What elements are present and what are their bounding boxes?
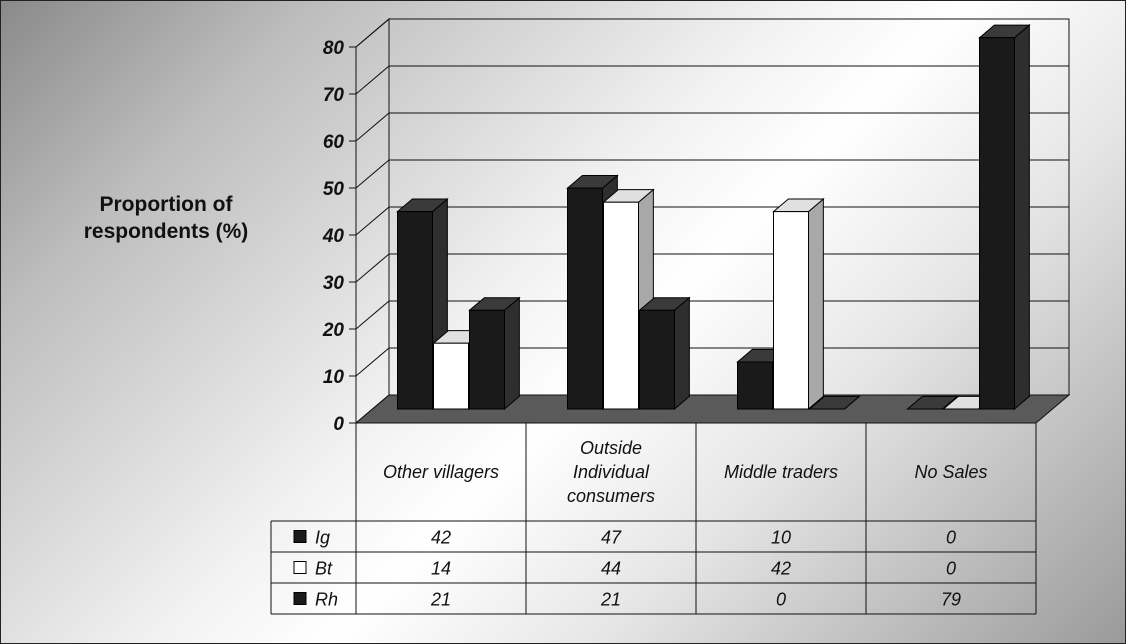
bar-front <box>397 211 433 410</box>
y-tick-label: 60 <box>323 132 345 153</box>
x-category-label: Individual <box>573 462 650 482</box>
y-tick-label: 70 <box>323 85 345 106</box>
table-cell-value: 0 <box>776 590 786 610</box>
y-tick-label: 80 <box>323 38 345 59</box>
table-cell-value: 0 <box>946 528 956 548</box>
gridline-side <box>355 112 390 142</box>
gridline-side <box>355 206 390 236</box>
y-axis-label: Proportion of respondents (%) <box>41 191 291 245</box>
legend-swatch <box>293 561 307 574</box>
bar-front <box>603 201 639 410</box>
bar-front <box>639 309 675 410</box>
bar <box>906 395 959 410</box>
table-cell-value: 79 <box>941 590 961 610</box>
y-axis-label-line-2: respondents (%) <box>83 220 249 243</box>
bar <box>808 395 861 410</box>
gridline-side <box>355 18 390 48</box>
x-category-label: Outside <box>580 438 642 458</box>
bar-front <box>773 211 809 410</box>
x-category-label: Middle traders <box>724 462 838 482</box>
bar-top <box>808 395 861 410</box>
bar <box>978 24 1031 411</box>
x-category-label: No Sales <box>914 462 987 482</box>
bar <box>772 197 825 411</box>
table-cell-value: 10 <box>771 528 791 548</box>
table-cell-value: 42 <box>771 559 791 579</box>
bar <box>638 296 691 411</box>
y-tick-label: 20 <box>322 320 345 341</box>
bar-front <box>469 309 505 410</box>
bar-front <box>737 361 773 410</box>
y-tick-label: 10 <box>323 367 345 388</box>
table-cell-value: 44 <box>601 559 621 579</box>
gridline-side <box>355 159 390 189</box>
bar-side <box>674 296 690 411</box>
table-cell-value: 14 <box>431 559 451 579</box>
legend-label: Rh <box>315 590 338 610</box>
bar-side <box>1014 24 1030 411</box>
table-cell-value: 42 <box>431 528 451 548</box>
bar-front <box>433 342 469 410</box>
legend-swatch <box>293 592 307 605</box>
x-category-label: Other villagers <box>383 462 499 482</box>
legend-label: Bt <box>315 559 333 579</box>
bar-front <box>567 187 603 410</box>
bar-top <box>906 395 959 410</box>
table-cell-value: 47 <box>601 528 622 548</box>
legend-label: Ig <box>315 528 330 548</box>
y-tick-label: 0 <box>333 414 344 435</box>
floor <box>354 394 1071 424</box>
table-cell-value: 21 <box>430 590 451 610</box>
y-tick-label: 30 <box>323 273 345 294</box>
bar-side <box>504 296 520 411</box>
x-category-label: consumers <box>567 486 655 506</box>
gridline-side <box>355 347 390 377</box>
y-tick-label: 40 <box>322 226 345 247</box>
table-cell-value: 21 <box>600 590 621 610</box>
y-tick-label: 50 <box>323 179 345 200</box>
bar-front <box>979 37 1015 410</box>
legend-swatch <box>293 530 307 543</box>
y-axis-label-line-1: Proportion of <box>99 193 233 216</box>
gridline-side <box>355 65 390 95</box>
bar-side <box>808 197 824 411</box>
bar <box>468 296 521 411</box>
table-cell-value: 0 <box>946 559 956 579</box>
gridline-side <box>355 253 390 283</box>
gridline-side <box>355 300 390 330</box>
